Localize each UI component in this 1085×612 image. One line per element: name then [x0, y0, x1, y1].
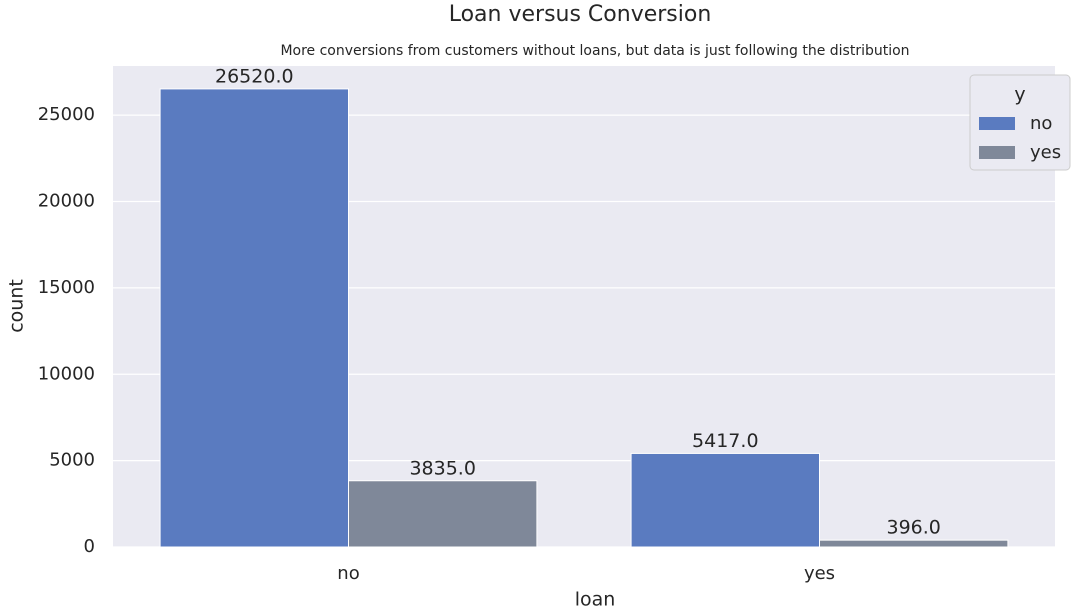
legend-label: no — [1030, 113, 1052, 134]
bar — [159, 88, 349, 548]
y-tick-label: 10000 — [38, 363, 95, 384]
x-tick-label: no — [337, 563, 359, 584]
chart-subtitle: More conversions from customers without … — [280, 43, 909, 59]
x-axis-label: loan — [575, 589, 616, 611]
value-label: 396.0 — [886, 517, 940, 539]
x-tick-label: yes — [804, 563, 835, 584]
legend-swatch — [979, 146, 1015, 159]
y-tick-label: 5000 — [49, 450, 95, 471]
legend-title: y — [1014, 84, 1025, 106]
bar — [630, 452, 820, 548]
legend-swatch — [979, 117, 1015, 130]
y-axis-label: count — [6, 279, 28, 333]
value-label: 5417.0 — [692, 430, 758, 452]
value-label: 26520.0 — [215, 65, 294, 87]
y-tick-label: 25000 — [38, 104, 95, 125]
bar — [819, 539, 1009, 548]
chart-title: Loan versus Conversion — [449, 2, 712, 27]
y-tick-label: 20000 — [38, 191, 95, 212]
value-label: 3835.0 — [409, 457, 475, 479]
legend-label: yes — [1030, 142, 1061, 163]
y-tick-label: 0 — [84, 536, 95, 557]
bar — [348, 480, 538, 548]
y-tick-label: 15000 — [38, 277, 95, 298]
